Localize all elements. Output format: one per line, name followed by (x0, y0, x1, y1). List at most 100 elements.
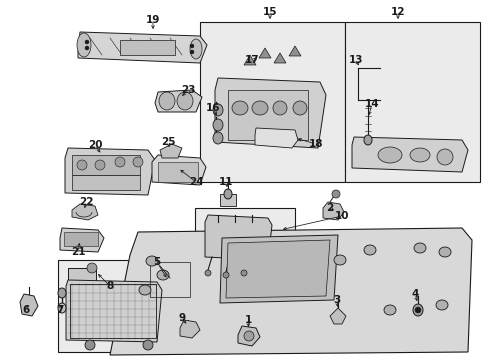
Bar (68, 268, 96, 282)
Ellipse shape (272, 101, 286, 115)
Ellipse shape (213, 119, 223, 131)
Polygon shape (323, 202, 343, 220)
Ellipse shape (435, 300, 447, 310)
Ellipse shape (85, 340, 95, 350)
Ellipse shape (251, 101, 267, 115)
Ellipse shape (409, 148, 429, 162)
Polygon shape (66, 280, 162, 342)
Ellipse shape (224, 189, 231, 199)
Ellipse shape (412, 304, 422, 316)
Text: 14: 14 (364, 99, 379, 109)
Bar (220, 194, 236, 206)
Ellipse shape (177, 92, 193, 110)
Ellipse shape (213, 104, 223, 116)
Text: 13: 13 (348, 55, 363, 65)
Polygon shape (220, 235, 337, 303)
Text: 5: 5 (153, 257, 160, 267)
Polygon shape (204, 215, 271, 260)
Ellipse shape (413, 243, 425, 253)
Polygon shape (65, 148, 155, 195)
Ellipse shape (133, 157, 142, 167)
Polygon shape (152, 155, 205, 185)
Bar (58, 260, 173, 352)
Ellipse shape (159, 92, 175, 110)
Ellipse shape (85, 46, 89, 50)
Bar (345, 22, 479, 182)
Ellipse shape (231, 101, 247, 115)
Text: 20: 20 (87, 140, 102, 150)
Polygon shape (244, 55, 256, 65)
Ellipse shape (241, 270, 246, 276)
Polygon shape (329, 308, 346, 324)
Polygon shape (273, 53, 285, 63)
Bar (72, 175, 140, 190)
Ellipse shape (87, 263, 97, 273)
Text: 1: 1 (244, 315, 251, 325)
Bar (227, 90, 307, 140)
Ellipse shape (85, 40, 89, 44)
Ellipse shape (377, 147, 401, 163)
Text: 4: 4 (410, 289, 418, 299)
Text: 15: 15 (262, 7, 277, 17)
Ellipse shape (363, 135, 371, 145)
Text: 7: 7 (56, 305, 63, 315)
Ellipse shape (204, 270, 210, 276)
Text: 16: 16 (205, 103, 220, 113)
Polygon shape (180, 320, 200, 338)
Ellipse shape (139, 285, 151, 295)
Ellipse shape (95, 160, 105, 170)
Ellipse shape (333, 255, 346, 265)
Bar (64, 232, 98, 246)
Polygon shape (160, 144, 182, 158)
Ellipse shape (190, 50, 194, 54)
Ellipse shape (363, 245, 375, 255)
Text: 10: 10 (334, 211, 348, 221)
Polygon shape (110, 228, 471, 355)
Ellipse shape (414, 307, 420, 313)
Ellipse shape (244, 331, 253, 341)
Text: 23: 23 (181, 85, 195, 95)
Bar (72, 155, 140, 175)
Bar (150, 262, 190, 297)
Polygon shape (225, 240, 329, 298)
Text: 19: 19 (145, 15, 160, 25)
Ellipse shape (223, 272, 228, 278)
Text: 6: 6 (22, 305, 30, 315)
Polygon shape (259, 48, 270, 58)
Bar (158, 162, 198, 182)
Ellipse shape (190, 39, 202, 59)
Text: 21: 21 (71, 247, 85, 257)
Ellipse shape (77, 160, 87, 170)
Bar (195, 208, 294, 276)
Ellipse shape (383, 305, 395, 315)
Polygon shape (238, 326, 260, 346)
Polygon shape (60, 228, 104, 252)
Polygon shape (78, 32, 206, 63)
Ellipse shape (213, 132, 223, 144)
Ellipse shape (190, 44, 194, 48)
Text: 9: 9 (178, 313, 185, 323)
Ellipse shape (146, 256, 158, 266)
Ellipse shape (58, 288, 66, 298)
Bar (70, 284, 156, 338)
Text: 3: 3 (333, 295, 340, 305)
Text: 24: 24 (188, 177, 203, 187)
Ellipse shape (157, 270, 169, 280)
Polygon shape (215, 78, 325, 148)
Ellipse shape (438, 247, 450, 257)
Ellipse shape (115, 157, 125, 167)
Polygon shape (20, 294, 38, 316)
Ellipse shape (77, 33, 91, 57)
Text: 12: 12 (390, 7, 405, 17)
Polygon shape (72, 204, 98, 220)
Bar (120, 40, 175, 55)
Text: 8: 8 (106, 281, 113, 291)
Ellipse shape (436, 149, 452, 165)
Polygon shape (155, 90, 202, 112)
Text: 2: 2 (325, 203, 333, 213)
Text: 17: 17 (244, 55, 259, 65)
Text: 11: 11 (218, 177, 233, 187)
Polygon shape (351, 137, 467, 172)
Polygon shape (288, 46, 301, 56)
Text: 22: 22 (79, 197, 93, 207)
